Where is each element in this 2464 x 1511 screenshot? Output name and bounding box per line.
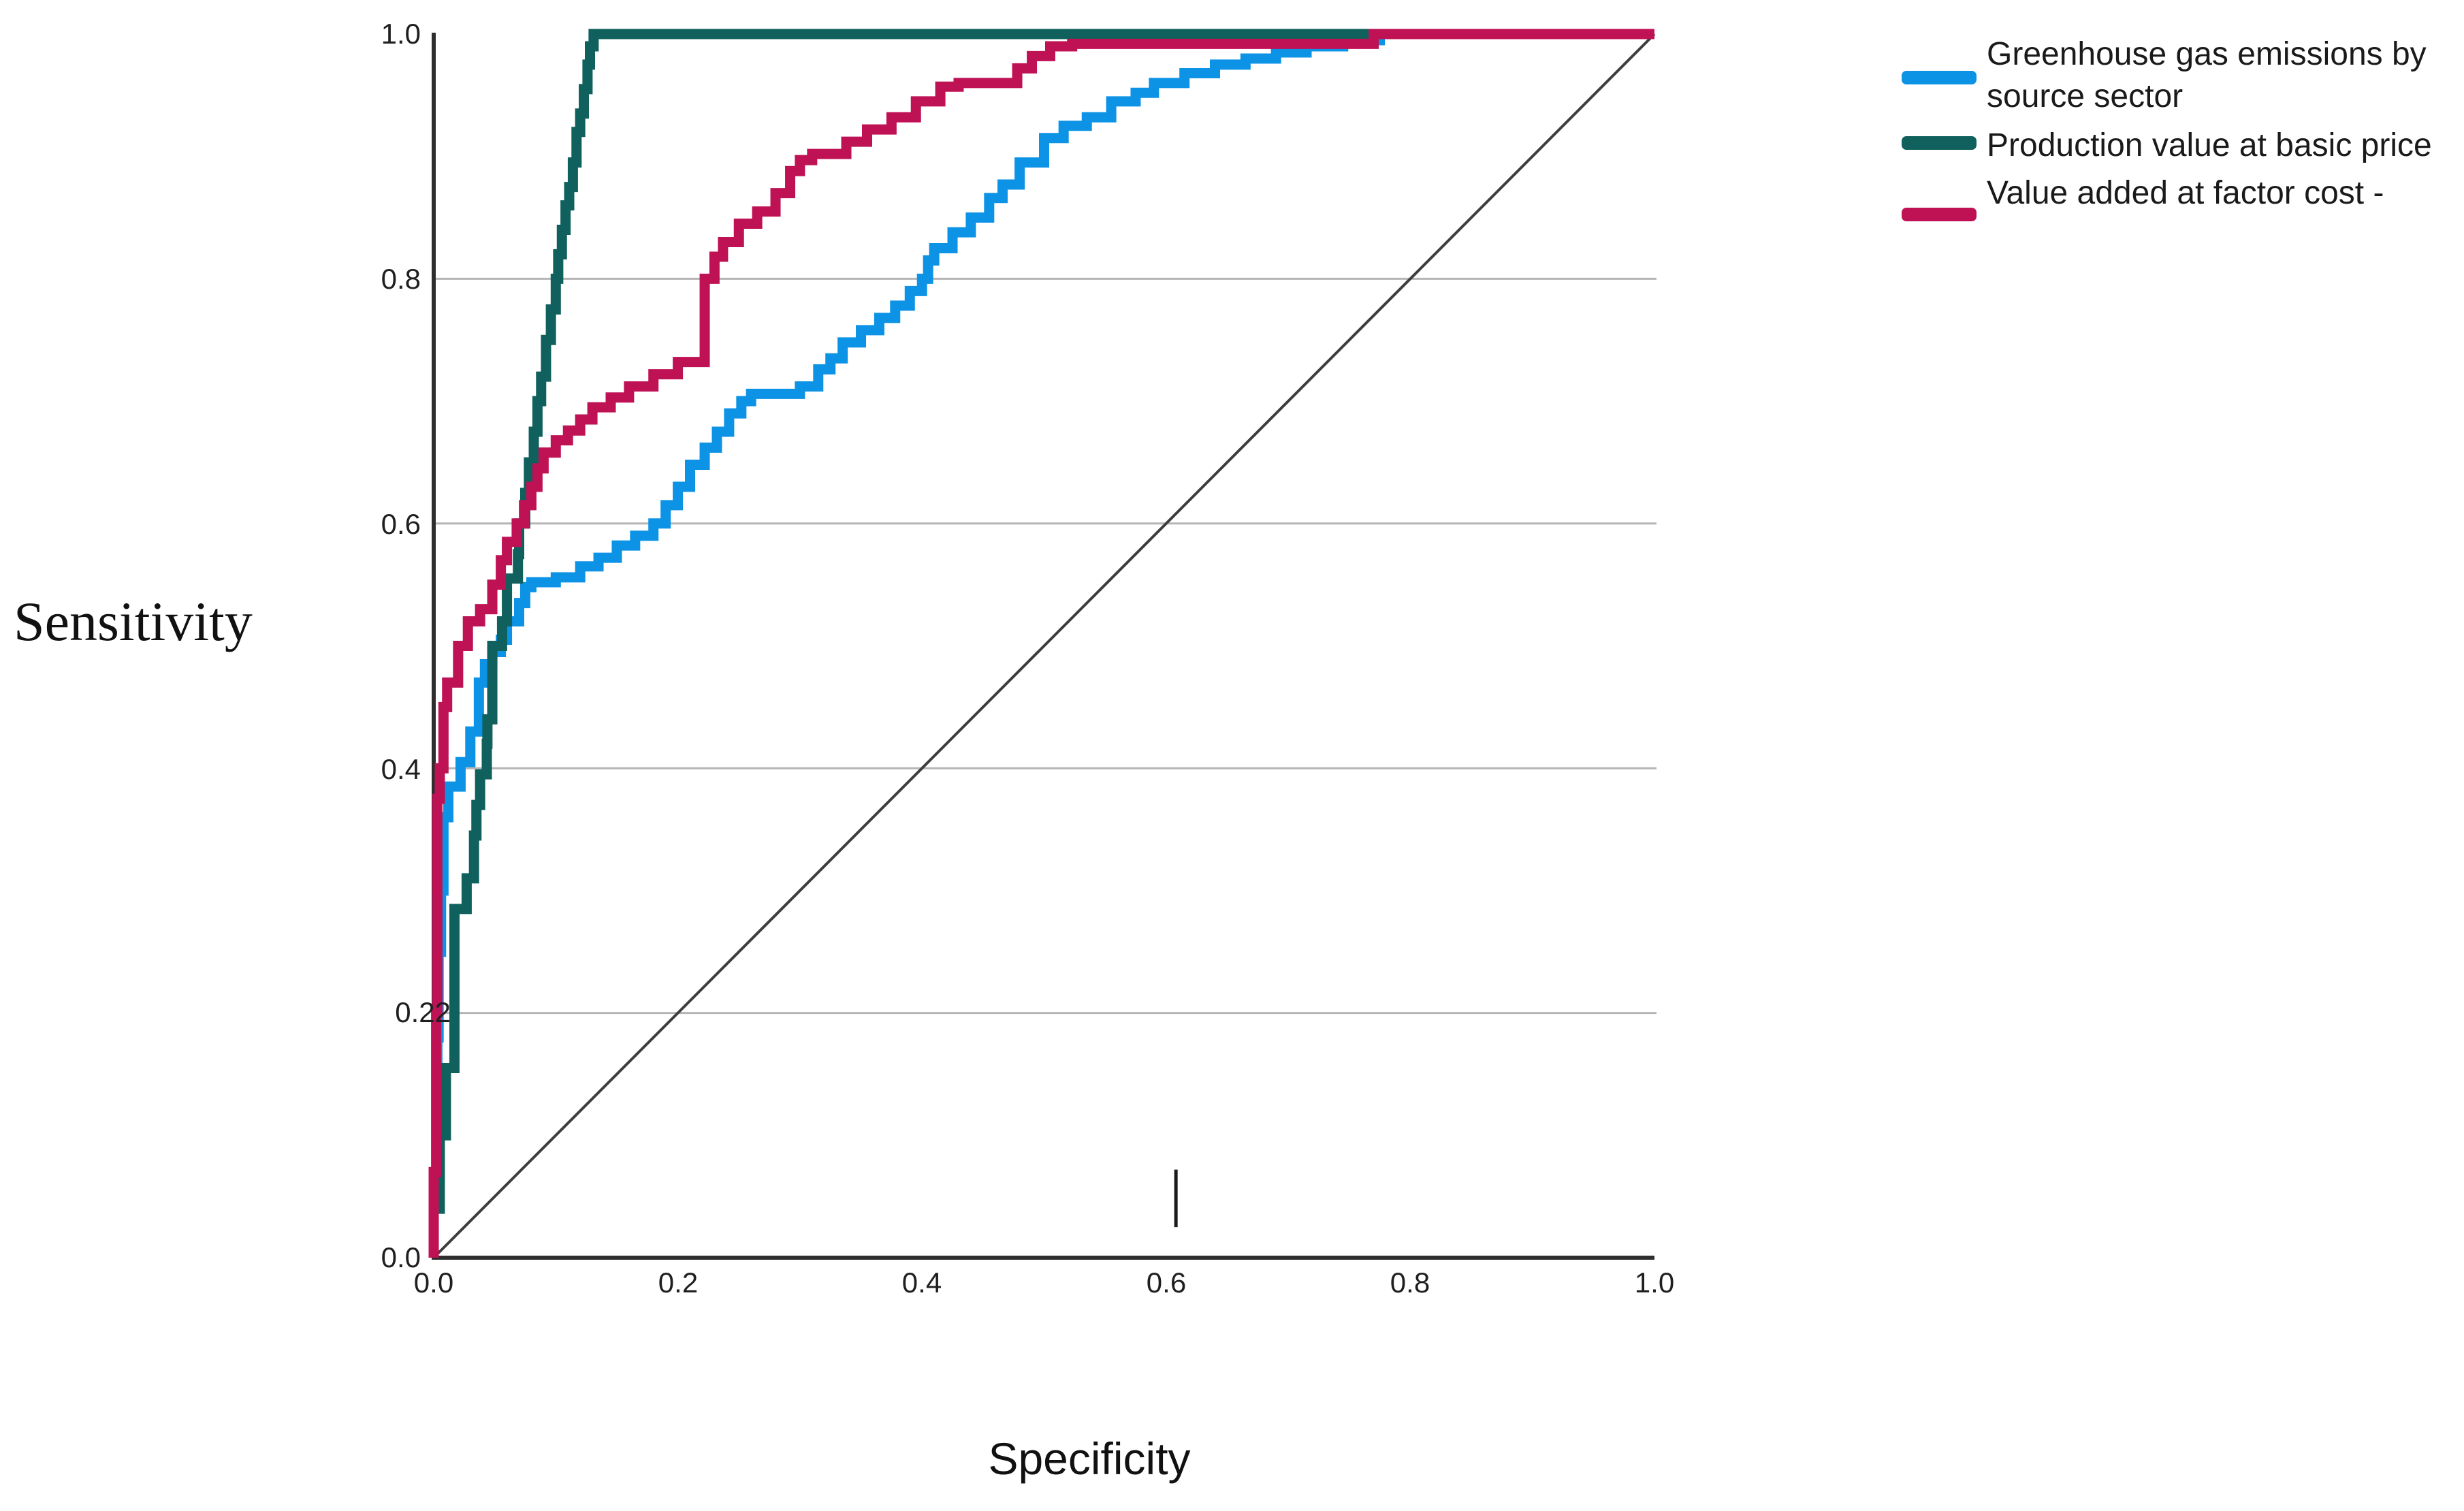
legend-label-greenhouse-line2: source sector <box>1987 78 2183 114</box>
x-tick-label: 0.0 <box>413 1267 454 1299</box>
legend-swatch-production <box>1902 136 1977 150</box>
y-tick-label: 1.0 <box>381 18 421 50</box>
y-tick-label: 0.0 <box>381 1241 421 1273</box>
x-tick-label: 0.8 <box>1390 1267 1430 1299</box>
legend-label-greenhouse-line1: Greenhouse gas emissions by <box>1987 36 2427 72</box>
x-axis-title: Specificity <box>988 1433 1191 1484</box>
y-tick-label: 0.6 <box>381 508 421 540</box>
x-tick-label: 0.6 <box>1146 1267 1187 1299</box>
y-axis-title: Sensitivity <box>14 590 253 652</box>
x-tick-label: 1.0 <box>1634 1267 1675 1299</box>
y-tick-label: 0.22 <box>395 996 451 1028</box>
y-tick-label: 0.4 <box>381 753 421 785</box>
legend-label-production: Production value at basic price <box>1987 127 2432 163</box>
x-tick-label: 0.2 <box>658 1267 699 1299</box>
y-tick-label: 0.8 <box>381 263 421 295</box>
legend-swatch-value-added <box>1902 208 1977 221</box>
x-tick-label: 0.4 <box>901 1267 942 1299</box>
legend-label-value-added: Value added at factor cost - <box>1987 175 2384 211</box>
legend-swatch-greenhouse <box>1902 71 1977 84</box>
